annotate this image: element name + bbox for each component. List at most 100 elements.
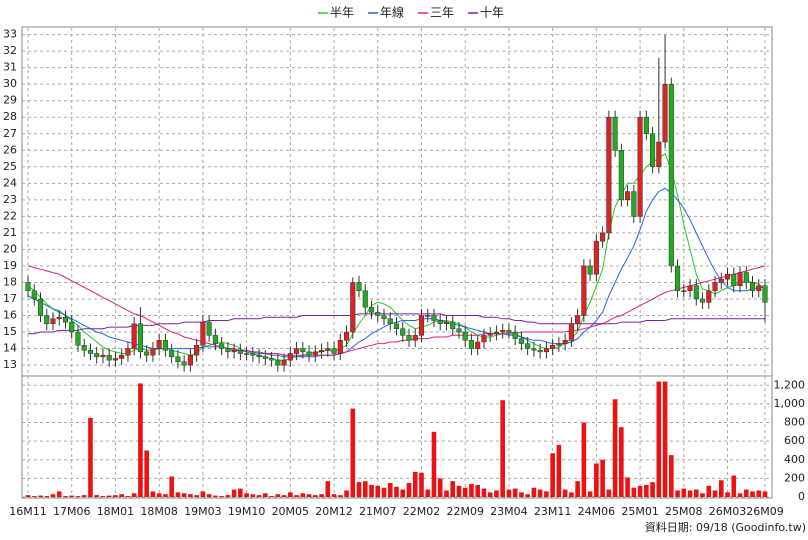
candle-body (462, 331, 468, 341)
x-tick-label: 25M01 (621, 505, 659, 518)
y-tick-label: 19 (3, 259, 17, 272)
x-tick-label: 26M09 (746, 505, 784, 518)
y-tick-label: 14 (3, 342, 17, 355)
candle-body (400, 328, 406, 336)
legend-label: 三年 (430, 6, 454, 20)
volume-bar (525, 494, 530, 497)
candle-body (718, 278, 724, 283)
volume-bar (644, 484, 649, 497)
y2-tick-label: 600 (784, 434, 805, 447)
candle-body (269, 358, 275, 361)
volume-bar (169, 476, 174, 497)
volume-bar (450, 481, 456, 497)
volume-bar (75, 496, 81, 497)
candle-body (518, 338, 524, 344)
volume-bar (350, 408, 356, 497)
candle-body (350, 282, 356, 333)
volume-bar (119, 494, 124, 497)
candle-body (381, 315, 387, 320)
candle-body (656, 141, 662, 168)
candle-body (456, 328, 462, 333)
candle-body (406, 335, 412, 341)
candle-body (625, 191, 631, 201)
volume-bar (687, 490, 693, 497)
volume-bar (750, 491, 755, 497)
volume-bar (106, 495, 112, 497)
ma-line (27, 265, 766, 356)
candle-body (737, 272, 743, 287)
candle-body (362, 290, 368, 308)
volume-bar (637, 485, 643, 497)
volume-bar (431, 431, 437, 497)
volume-bar (743, 489, 749, 497)
candle-body (287, 353, 293, 361)
volume-bar (300, 493, 306, 497)
volume-bar (575, 481, 580, 497)
volume-bar (519, 492, 524, 497)
volume-bar (669, 455, 674, 497)
candle-body (69, 321, 75, 333)
volume-bar (550, 453, 555, 497)
volume-bar (238, 488, 243, 497)
candle-body (50, 318, 56, 325)
y-tick-label: 28 (3, 110, 17, 123)
candle-body (181, 361, 187, 366)
candle-body (156, 340, 162, 349)
volume-bar (275, 494, 281, 497)
volume-bar (319, 494, 324, 497)
candle-body (31, 290, 37, 300)
y-tick-label: 13 (3, 358, 17, 371)
candle-body (194, 345, 200, 356)
volume-bar (706, 485, 712, 497)
volume-bar (200, 491, 206, 497)
candle-body (44, 315, 50, 325)
volume-bar (194, 495, 199, 497)
volume-bar (44, 496, 50, 497)
volume-bar (587, 491, 593, 497)
volume-bar (100, 496, 106, 497)
volume-bar (281, 495, 287, 497)
volume-bar (531, 487, 537, 497)
y-tick-label: 25 (3, 160, 17, 173)
volume-bar (475, 484, 480, 497)
volume-bar (762, 491, 768, 497)
candle-body (593, 240, 599, 275)
candle-body (412, 335, 418, 341)
volume-bar (375, 485, 381, 497)
candle-body (531, 348, 537, 351)
volume-bar (631, 487, 637, 497)
candle-body (131, 323, 137, 349)
legend-label: 十年 (480, 6, 504, 20)
volume-bar (725, 492, 730, 497)
volume-bar (400, 489, 406, 497)
volume-bar (294, 495, 299, 497)
candle-body (762, 285, 768, 303)
legend-label: 半年 (330, 6, 354, 20)
y2-tick-label: 0 (798, 490, 805, 503)
candle-body (537, 349, 543, 353)
candle-body (94, 353, 100, 358)
candle-body (575, 315, 581, 325)
volume-bar (737, 493, 743, 497)
volume-bar (718, 480, 724, 497)
candle-body (206, 321, 212, 336)
candle-body (150, 348, 156, 356)
y-tick-label: 17 (3, 292, 17, 305)
volume-bar (250, 494, 256, 497)
volume-bar (462, 487, 468, 497)
volume-bar (181, 493, 187, 497)
volume-bar (138, 383, 143, 497)
candle-body (693, 285, 699, 300)
volume-bar (337, 495, 343, 497)
candle-body (225, 348, 231, 353)
candle-body (600, 232, 606, 242)
candle-body (712, 282, 718, 291)
volume-bar (288, 492, 293, 497)
candle-body (675, 265, 681, 291)
volume-bar (487, 492, 493, 497)
x-tick-label: 18M08 (140, 505, 178, 518)
candle-body (187, 354, 193, 366)
candle-body (468, 340, 474, 349)
y-tick-label: 23 (3, 193, 17, 206)
